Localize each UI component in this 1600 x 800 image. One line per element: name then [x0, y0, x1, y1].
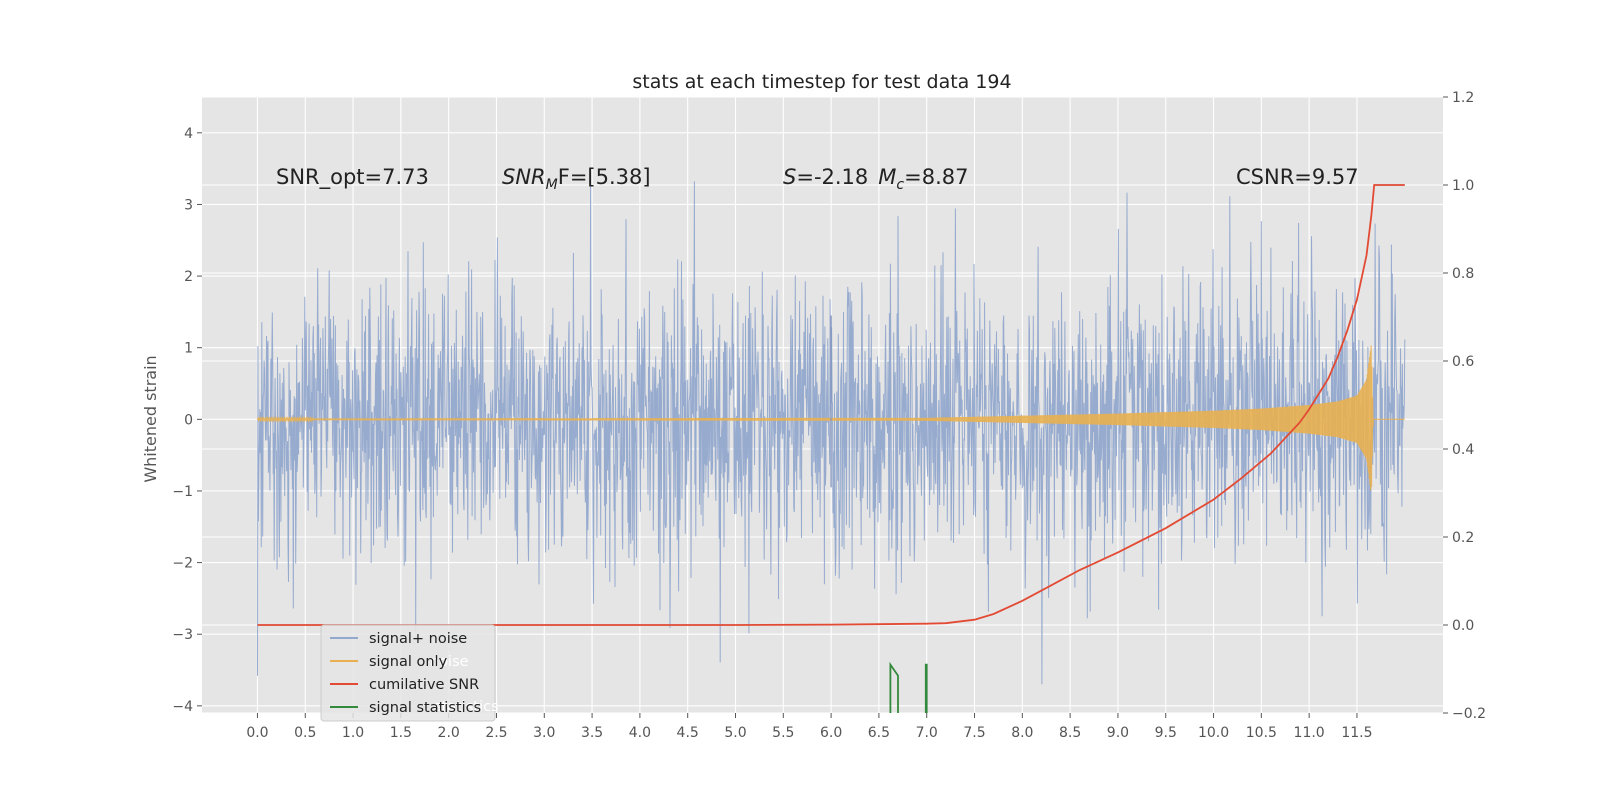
legend-ghost-text: statistics: [434, 699, 499, 715]
x-tick-label: 8.0: [1011, 725, 1033, 741]
snr-mf-var: SNR: [502, 165, 546, 189]
x-tick-label: 1.0: [342, 725, 364, 741]
y-tick-label: 0: [184, 412, 193, 428]
legend-label-cumulative-snr: cumilative SNR: [369, 677, 479, 693]
y2-tick-label: −0.2: [1452, 706, 1486, 722]
series-signal-statistics: [889, 661, 899, 713]
y-tick-label: 2: [184, 269, 193, 285]
annotation-s-mc: S=-2.18 Mc=8.87: [783, 165, 968, 193]
y2-tick-label: 1.2: [1452, 90, 1474, 106]
x-tick-label: 10.0: [1198, 725, 1229, 741]
x-tick-label: 5.5: [772, 725, 794, 741]
series-signal-statistics: [924, 663, 928, 713]
x-tick-label: 0.5: [294, 725, 316, 741]
x-tick-label: 10.5: [1246, 725, 1277, 741]
s-var: S: [783, 165, 796, 189]
s-value: =-2.18: [796, 165, 868, 189]
snr-mf-sub: M: [546, 177, 558, 193]
y-tick-label: 3: [184, 197, 193, 213]
y-axis-right: −0.2 0.0 0.2 0.4 0.6 0.8 1.0 1.2: [1443, 90, 1486, 722]
x-tick-label: 0.0: [246, 725, 268, 741]
x-tick-label: 4.0: [629, 725, 651, 741]
mc-sub: c: [896, 177, 904, 193]
snr-mf-value: F=[5.38]: [558, 165, 651, 189]
y2-tick-label: 1.0: [1452, 178, 1474, 194]
x-tick-label: 11.0: [1294, 725, 1325, 741]
x-tick-label: 1.5: [390, 725, 412, 741]
y-axis-left: −4 −3 −2 −1 0 1 2 3 4: [172, 126, 202, 715]
annotation-snr-mf: SNRMF=[5.38]: [502, 165, 651, 193]
legend-label-signal-statistics: signal statistics: [369, 700, 481, 716]
x-tick-label: 9.0: [1107, 725, 1129, 741]
x-tick-label: 9.5: [1155, 725, 1177, 741]
x-tick-label: 7.0: [916, 725, 938, 741]
plot-series: [256, 171, 1406, 713]
x-tick-label: 6.5: [868, 725, 890, 741]
legend: noise statistics signal+ noise signal on…: [320, 624, 499, 722]
mc-var: M: [878, 165, 896, 189]
y-tick-label: 4: [184, 126, 193, 142]
y2-tick-label: 0.6: [1452, 354, 1474, 370]
annotation-csnr: CSNR=9.57: [1236, 165, 1359, 189]
annotations: SNR_opt=7.73 SNRMF=[5.38] S=-2.18 Mc=8.87…: [276, 165, 1359, 193]
mc-value: =8.87: [904, 165, 968, 189]
x-tick-label: 2.5: [485, 725, 507, 741]
x-axis: 0.0 0.5 1.0 1.5 2.0 2.5 3.0 3.5 4.0 4.5 5.0 5.5 6.0 6…: [246, 713, 1373, 741]
x-tick-label: 6.0: [820, 725, 842, 741]
y-tick-label: −1: [172, 484, 193, 500]
annotation-snr-opt: SNR_opt=7.73: [276, 165, 429, 190]
y-axis-label: Whitened strain: [141, 355, 160, 482]
y-tick-label: 1: [184, 341, 193, 357]
x-tick-label: 5.0: [724, 725, 746, 741]
y2-tick-label: 0.8: [1452, 266, 1474, 282]
chart-title: stats at each timestep for test data 194: [632, 71, 1011, 93]
x-tick-label: 8.5: [1059, 725, 1081, 741]
legend-box: [320, 624, 496, 722]
y-tick-label: −4: [172, 699, 193, 715]
y2-tick-label: 0.0: [1452, 618, 1474, 634]
legend-label-signal-only: signal only: [369, 654, 448, 670]
y2-tick-label: 0.2: [1452, 530, 1474, 546]
x-tick-label: 4.5: [677, 725, 699, 741]
x-tick-label: 3.0: [533, 725, 555, 741]
x-tick-label: 3.5: [581, 725, 603, 741]
x-tick-label: 11.5: [1341, 725, 1372, 741]
x-tick-label: 7.5: [963, 725, 985, 741]
legend-ghost-text: noise: [430, 654, 469, 670]
y-tick-label: −3: [172, 627, 193, 643]
series-cumulative-snr: [257, 184, 1405, 626]
y2-tick-label: 0.4: [1452, 442, 1474, 458]
x-tick-label: 2.0: [438, 725, 460, 741]
y-tick-label: −2: [172, 556, 193, 572]
legend-label-signal-noise: signal+ noise: [369, 631, 467, 647]
